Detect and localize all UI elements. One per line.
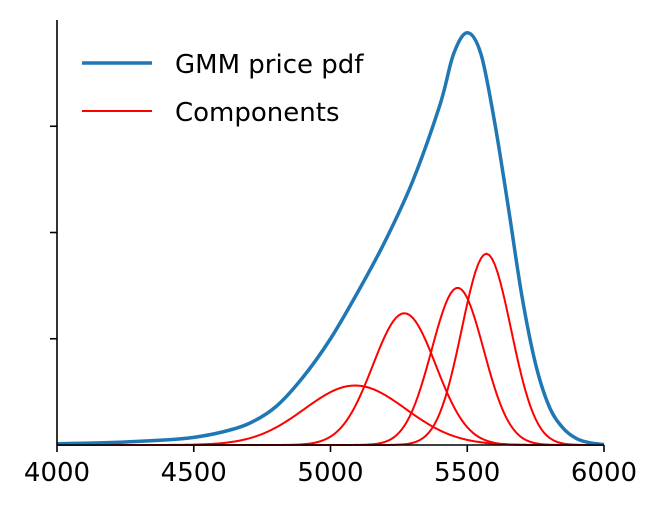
x-tick-label: 5500 — [434, 458, 500, 488]
x-ticks: 4000 4500 5000 5500 6000 — [24, 445, 637, 488]
plot-area — [56, 31, 605, 447]
x-tick-label: 6000 — [571, 458, 637, 488]
component-curve-4 — [57, 252, 604, 446]
legend: GMM price pdf Components — [82, 50, 364, 128]
gmm-price-pdf-curve — [56, 31, 605, 447]
x-tick-label: 5000 — [297, 458, 363, 488]
legend-label-components: Components — [175, 98, 340, 128]
y-ticks — [50, 125, 57, 340]
component-curve-3 — [57, 286, 604, 446]
x-tick-label: 4500 — [161, 458, 227, 488]
legend-label-gmm: GMM price pdf — [175, 50, 364, 80]
x-tick-label: 4000 — [24, 458, 90, 488]
